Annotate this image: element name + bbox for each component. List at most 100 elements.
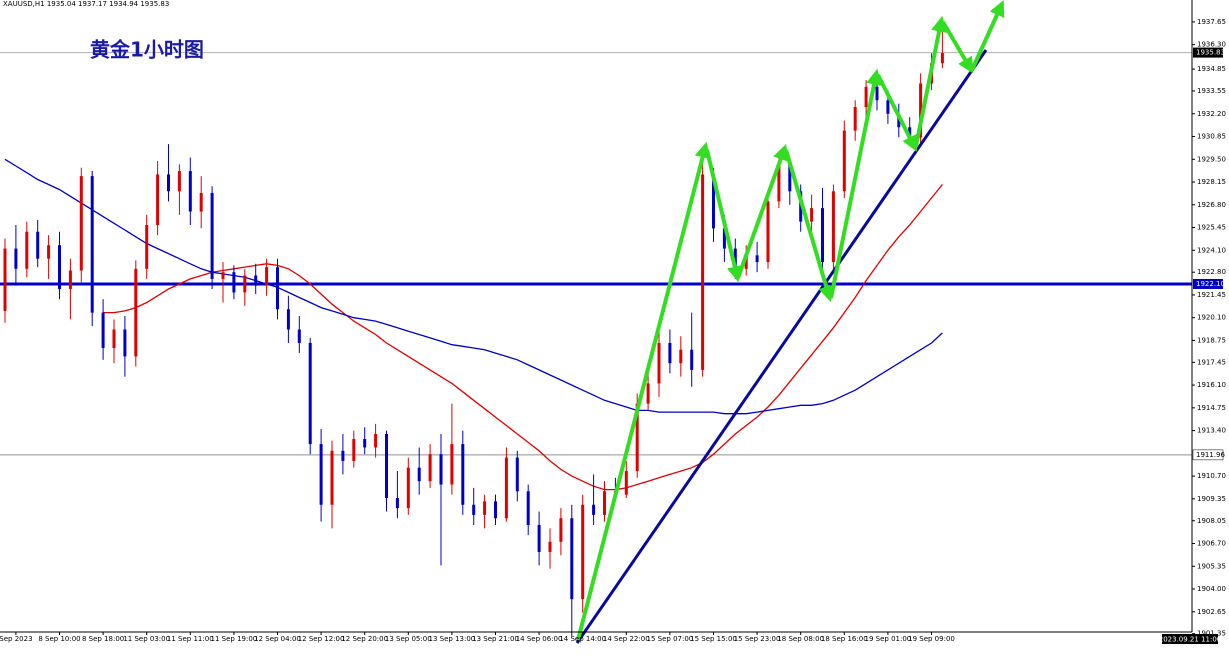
y-tick-label: 1924.10 — [1197, 246, 1226, 254]
x-tick-label: 13 Sep 13:00 — [429, 635, 476, 643]
wave-arrow — [941, 20, 974, 74]
x-tick-label: 19 Sep 01:00 — [865, 635, 912, 643]
candle-body — [537, 524, 541, 552]
wave-arrow — [576, 141, 711, 641]
candle-body — [755, 255, 759, 263]
x-axis: Sep 2023 8 Sep 10:00 8 Sep 18:00 11 Sep 03:… — [0, 632, 955, 643]
candle-body — [821, 208, 824, 263]
y-tick-label: 1930.85 — [1197, 133, 1226, 141]
x-tick-label: 19 Sep 09:00 — [908, 635, 955, 643]
candle-body — [265, 267, 269, 286]
cursor-box — [1162, 634, 1218, 644]
candle-body — [188, 171, 192, 212]
y-tick-label: 1901.35 — [1197, 630, 1226, 638]
candle-body — [592, 504, 596, 515]
x-tick-label: 11 Sep 03:00 — [123, 635, 170, 643]
candle-body — [548, 541, 552, 552]
y-tick-label: 1908.05 — [1197, 517, 1226, 525]
candle-body — [254, 275, 258, 286]
candle-body — [646, 383, 650, 404]
candle-body — [428, 454, 432, 482]
candle-body — [875, 86, 879, 101]
y-tick-label: 1921.45 — [1197, 291, 1226, 299]
candle-body — [276, 267, 279, 310]
candle-body — [417, 467, 421, 482]
x-tick-label: 14 Sep 22:00 — [603, 635, 650, 643]
candle-body — [14, 248, 18, 269]
candle-body — [559, 518, 563, 542]
x-tick-label: 13 Sep 21:00 — [472, 635, 519, 643]
candle-body — [47, 245, 51, 259]
candle-body — [177, 171, 181, 192]
candle-body — [134, 268, 138, 357]
candle-body — [79, 176, 83, 271]
candle-body — [744, 255, 748, 269]
x-tick-label: Sep 2023 — [0, 635, 33, 643]
candle-body — [788, 164, 792, 192]
candle-body — [25, 231, 29, 269]
candle-body — [635, 403, 639, 472]
candle-body — [483, 501, 487, 515]
x-tick-label: 14 Sep 14:00 — [559, 635, 606, 643]
candle-body — [341, 450, 345, 461]
candle-body — [36, 231, 40, 259]
candle-body — [68, 270, 72, 290]
candle-body — [3, 248, 7, 311]
x-tick-label: 12 Sep 20:00 — [341, 635, 388, 643]
y-tick-label: 1929.50 — [1197, 155, 1226, 163]
candle-body — [167, 174, 170, 192]
y-tick-label: 1905.35 — [1197, 562, 1226, 570]
candle-body — [712, 174, 715, 229]
candle-body — [145, 224, 149, 269]
trend-line — [575, 49, 988, 644]
x-tick-label: 8 Sep 10:00 — [38, 635, 80, 643]
header: XAUUSD,H1 1935.04 1937.17 1934.94 1935.8… — [3, 0, 169, 8]
candle-body — [112, 329, 116, 349]
candle-body — [58, 245, 61, 290]
candle-body — [526, 491, 530, 525]
candle-body — [363, 439, 367, 448]
y-tick-label: 1917.45 — [1197, 358, 1226, 366]
candle-body — [221, 272, 225, 279]
candle-body — [864, 86, 868, 108]
y-tick-label: 1932.20 — [1197, 110, 1226, 118]
candle-body — [810, 208, 814, 222]
moving-average — [4, 158, 943, 415]
x-tick-label: 11 Sep 19:00 — [211, 635, 258, 643]
wave-arrow — [736, 143, 789, 279]
candle-body — [886, 100, 890, 114]
price-level-label: 1935.83 — [1196, 49, 1225, 57]
x-tick-label: 18 Sep 16:00 — [821, 635, 868, 643]
candle-body — [286, 309, 290, 330]
candle-body — [624, 471, 628, 495]
candle-body — [101, 312, 105, 349]
candle-body — [494, 501, 497, 519]
y-tick-label: 1910.70 — [1197, 472, 1226, 480]
wave-arrow — [970, 0, 1005, 71]
candle-body — [439, 454, 443, 485]
candle-body — [722, 228, 726, 249]
x-tick-label: 12 Sep 04:00 — [254, 635, 301, 643]
x-tick-label: 11 Sep 11:00 — [167, 635, 214, 643]
x-tick-label: 12 Sep 12:00 — [298, 635, 345, 643]
candle-body — [668, 342, 672, 364]
candle-body — [90, 176, 94, 313]
y-tick-label: 1916.10 — [1197, 381, 1226, 389]
candle-body — [374, 433, 378, 448]
candle-body — [308, 342, 312, 445]
candle-body — [733, 248, 737, 269]
y-tick-label: 1914.75 — [1197, 404, 1226, 412]
candle-body — [766, 201, 770, 263]
y-tick-label: 1902.65 — [1197, 608, 1226, 616]
candle-body — [319, 444, 323, 505]
candle-body — [385, 433, 388, 499]
y-tick-label: 1928.15 — [1197, 178, 1226, 186]
candle-body — [831, 191, 835, 263]
x-tick-label: 8 Sep 18:00 — [82, 635, 124, 643]
candle-body — [297, 329, 301, 343]
candle-body — [352, 439, 356, 461]
y-tick-label: 1920.10 — [1197, 314, 1226, 322]
candle-body — [940, 53, 944, 64]
